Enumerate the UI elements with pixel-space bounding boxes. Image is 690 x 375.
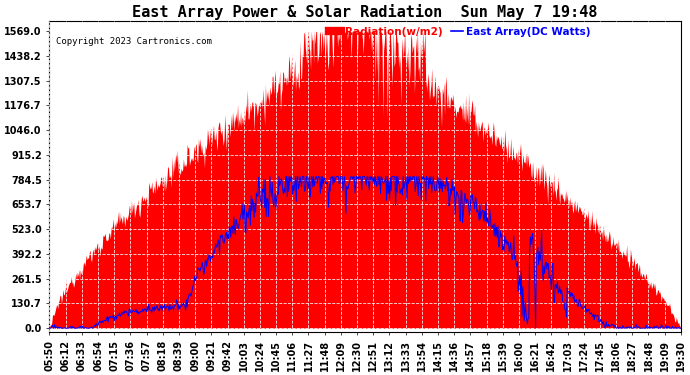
Legend: Radiation(w/m2), East Array(DC Watts): Radiation(w/m2), East Array(DC Watts) [329,27,591,36]
Text: Copyright 2023 Cartronics.com: Copyright 2023 Cartronics.com [56,37,212,46]
Title: East Array Power & Solar Radiation  Sun May 7 19:48: East Array Power & Solar Radiation Sun M… [132,4,598,20]
